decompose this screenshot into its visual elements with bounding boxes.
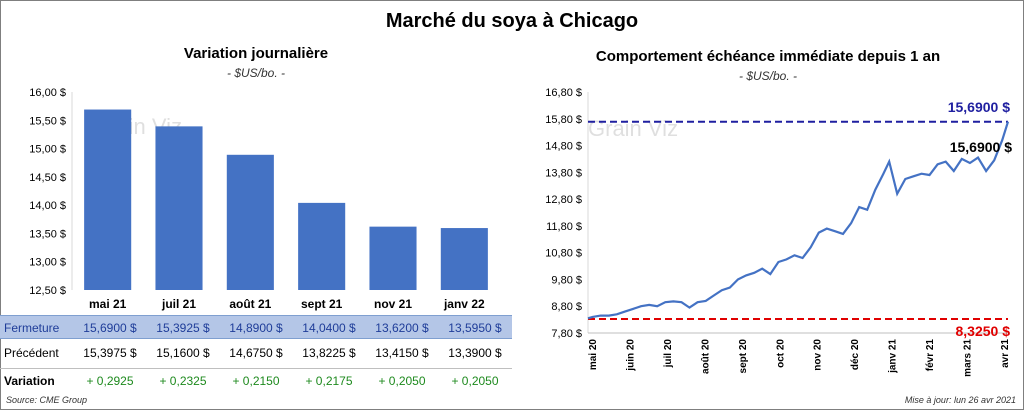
bar-x-tick-label: août 21: [229, 297, 271, 311]
line-chart: Grain Viz 16,80 $ 15,80 $ 14,80 $ 13,80 $ 12…: [545, 87, 1012, 377]
bar-y-tick-label: 13,00 $: [29, 257, 66, 269]
line-y-tick-label: 12,80 $: [545, 194, 582, 206]
bar-y-tick-label: 15,00 $: [29, 144, 66, 156]
bar-chart-unit: - $US/bo. -: [226, 66, 286, 80]
row-label: Variation: [4, 374, 55, 388]
line-x-tick-labels: mai 20 juin 20 juil 20 août 20 sept 20 oct 20…: [588, 339, 1011, 377]
table-row-precedent: Précédent 15,3975 $ 15,1600 $ 14,6750 $ …: [0, 341, 512, 365]
bar-y-tick-label: 14,00 $: [29, 200, 66, 212]
source-note: Source: CME Group: [6, 395, 88, 405]
line-chart-watermark: Grain Viz: [588, 116, 678, 141]
bar-y-tick-label: 13,50 $: [29, 228, 66, 240]
table-cell: + 0,2150: [232, 374, 280, 388]
line-y-tick-label: 7,80 $: [551, 328, 582, 340]
bar-y-tick-label: 15,50 $: [29, 115, 66, 127]
table-cell: 13,6200 $: [375, 321, 429, 335]
line-y-tick-label: 11,80 $: [546, 221, 582, 233]
table-cell: 13,3900 $: [448, 346, 502, 360]
table-cell: + 0,2050: [378, 374, 426, 388]
bar: [440, 228, 488, 290]
table-cell: 15,3975 $: [83, 346, 137, 360]
table-cell: 14,0400 $: [302, 321, 356, 335]
line-x-tick-label: juin 20: [625, 339, 636, 372]
line-x-tick-label: févr 21: [925, 339, 936, 372]
bar-chart: Grain Viz 16,00 $15,50 $15,00 $14,50 $14…: [29, 87, 488, 311]
line-watermark-text: Grain Viz: [588, 116, 678, 141]
bar-x-tick-label: nov 21: [374, 297, 412, 311]
bar-y-tick-labels: 16,00 $ 15,50 $ 15,00 $ 14,50 $ 14,00 $ 13,50…: [29, 87, 66, 297]
line-chart-title: Comportement échéance immédiate depuis 1…: [595, 48, 941, 65]
table-cell: + 0,2925: [86, 374, 134, 388]
table-cell: 13,4150 $: [375, 346, 429, 360]
update-note: Mise à jour: lun 26 avr 2021: [904, 395, 1016, 405]
line-x-tick-label: mars 21: [963, 339, 974, 377]
bar-x-tick-label: sept 21: [301, 297, 343, 311]
table-cell: + 0,2175: [305, 374, 353, 388]
table-cell: + 0,2050: [451, 374, 499, 388]
price-series-line: [587, 121, 1010, 320]
bar-x-tick-label: janv 22: [443, 297, 485, 311]
line-y-tick-label: 15,80 $: [545, 114, 582, 126]
line-chart-unit: - $US/bo. -: [738, 69, 798, 83]
current-value-label: 15,6900 $: [950, 139, 1012, 155]
line-x-tick-label: mai 20: [588, 339, 599, 371]
table-cell: 15,1600 $: [156, 346, 210, 360]
bar-chart-title: Variation journalière: [183, 45, 329, 62]
bar: [369, 226, 417, 290]
line-x-tick-label: oct 20: [775, 339, 786, 368]
bar-y-tick-label: 12,50 $: [29, 285, 66, 297]
bar-y-tick-label: 16,00 $: [29, 87, 66, 99]
page-title: Marché du soya à Chicago: [385, 10, 639, 32]
line-x-tick-label: avr 21: [1000, 339, 1011, 368]
max-value-label: 15,6900 $: [948, 99, 1010, 115]
line-y-tick-labels: 16,80 $ 15,80 $ 14,80 $ 13,80 $ 12,80 $ 11,80…: [545, 87, 582, 340]
bar-x-tick-label: juil 21: [161, 297, 196, 311]
line-y-tick-label: 10,80 $: [545, 248, 582, 260]
bar-y-tick-label: 14,50 $: [29, 172, 66, 184]
row-label: Fermeture: [4, 321, 60, 335]
line-y-tick-label: 9,80 $: [551, 274, 582, 286]
bar: [155, 126, 203, 290]
line-y-tick-label: 13,80 $: [545, 167, 582, 179]
line-x-tick-label: juil 20: [663, 339, 674, 369]
bar-series: [84, 109, 488, 290]
table-row-variation: Variation + 0,2925 + 0,2325 + 0,2150 + 0…: [0, 368, 512, 392]
line-x-tick-label: nov 20: [813, 339, 824, 371]
row-label: Précédent: [4, 346, 59, 360]
table-cell: 15,3925 $: [156, 321, 210, 335]
table-row-fermeture: Fermeture 15,6900 $ 15,3925 $ 14,8900 $ …: [0, 315, 512, 339]
table-cell: 14,6750 $: [229, 346, 283, 360]
line-x-tick-label: août 20: [700, 339, 711, 374]
line-y-tick-label: 16,80 $: [545, 87, 582, 99]
bar-x-tick-label: mai 21: [89, 297, 127, 311]
table-cell: 13,5950 $: [448, 321, 502, 335]
table-cell: 14,8900 $: [229, 321, 283, 335]
table-cell: + 0,2325: [159, 374, 207, 388]
line-x-tick-label: déc 20: [850, 339, 861, 371]
line-x-tick-label: janv 21: [888, 339, 899, 374]
bar: [226, 154, 274, 290]
line-x-tick-label: sept 20: [738, 339, 749, 374]
line-y-tick-label: 8,80 $: [551, 301, 582, 313]
bar: [298, 202, 346, 290]
table-cell: 13,8225 $: [302, 346, 356, 360]
min-value-label: 8,3250 $: [956, 323, 1011, 339]
bar-x-tick-labels: mai 21 juil 21 août 21 sept 21 nov 21 janv 22: [89, 297, 485, 311]
line-y-tick-label: 14,80 $: [545, 141, 582, 153]
table-cell: 15,6900 $: [83, 321, 137, 335]
bar: [84, 109, 132, 290]
